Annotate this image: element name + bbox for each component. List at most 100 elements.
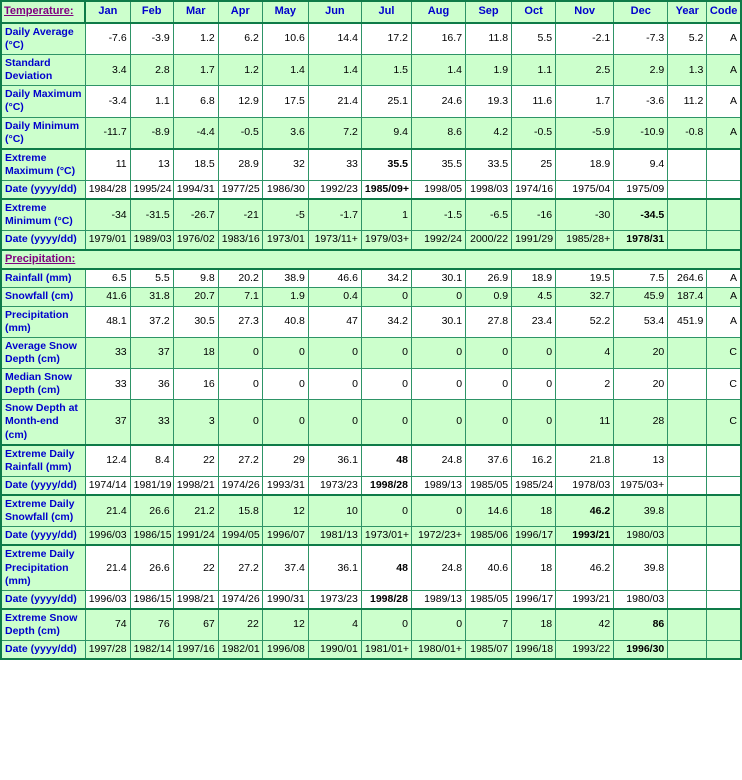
value-cell: 1990/31 <box>261 589 309 610</box>
value-cell: 20 <box>613 367 669 401</box>
value-cell: 1996/03 <box>84 526 131 546</box>
precipitation-section-link[interactable]: Precipitation: <box>5 252 76 265</box>
temperature-section-link[interactable]: Temperature: <box>4 5 74 17</box>
value-cell: 1982/01 <box>217 640 263 660</box>
value-cell: -0.5 <box>511 116 557 150</box>
value-cell: 19.5 <box>555 268 615 289</box>
value-cell: 1991/29 <box>511 230 557 250</box>
value-cell: 1974/26 <box>217 589 263 610</box>
value-cell: 1 <box>360 198 412 232</box>
value-cell: 1.5 <box>360 53 412 87</box>
value-cell: -34.5 <box>613 198 669 232</box>
value-cell: 0 <box>307 367 362 401</box>
year-cell <box>667 367 708 401</box>
table-row: Median Snow Depth (cm) 33 36 16 0 0 0 0 0 0 0 2 20 C <box>0 367 742 401</box>
value-cell: 0 <box>410 287 467 307</box>
value-cell: 67 <box>172 607 219 642</box>
value-cell: -1.5 <box>410 198 467 232</box>
value-cell: -7.3 <box>613 22 669 55</box>
value-cell: 1.7 <box>555 85 615 118</box>
value-cell: 9.8 <box>172 268 219 289</box>
month-header-oct: Oct <box>511 0 557 24</box>
value-cell: 0 <box>261 367 309 401</box>
row-label: Snow Depth at Month-end (cm) <box>0 399 86 446</box>
value-cell: 22 <box>172 544 219 591</box>
row-label: Date (yyyy/dd) <box>0 640 86 660</box>
table-row: Date (yyyy/dd) 1984/28 1995/24 1994/31 1977/… <box>0 180 742 200</box>
value-cell: 1996/03 <box>84 589 131 610</box>
value-cell: 1989/13 <box>410 475 467 496</box>
value-cell: 13 <box>129 147 174 181</box>
value-cell: 30.5 <box>172 305 219 338</box>
header-row: Temperature: Jan Feb Mar Apr May Jun Jul Aug Sep… <box>0 0 742 24</box>
month-header-jan: Jan <box>84 0 131 24</box>
value-cell: 33 <box>129 399 174 446</box>
year-header: Year <box>667 0 708 24</box>
value-cell: -5 <box>261 198 309 232</box>
code-cell <box>706 180 742 200</box>
value-cell: 1982/14 <box>129 640 174 660</box>
code-cell <box>706 640 742 660</box>
value-cell: 4 <box>307 607 362 642</box>
table-row: Extreme Minimum (°C) -34 -31.5 -26.7 -21 -5 -1… <box>0 198 742 232</box>
value-cell: -30 <box>555 198 615 232</box>
value-cell: 18.5 <box>172 147 219 181</box>
table-body: Daily Average (°C) -7.6 -3.9 1.2 6.2 10.6 14.4… <box>0 22 742 660</box>
row-label: Median Snow Depth (cm) <box>0 367 86 401</box>
value-cell: 1993/31 <box>261 475 309 496</box>
value-cell: 0 <box>261 336 309 370</box>
table-row: Date (yyyy/dd) 1997/28 1982/14 1997/16 1982/… <box>0 640 742 660</box>
value-cell: 1995/24 <box>129 180 174 200</box>
value-cell: 1994/31 <box>172 180 219 200</box>
value-cell: 36 <box>129 367 174 401</box>
value-cell: 2.5 <box>555 53 615 87</box>
month-header-sep: Sep <box>465 0 513 24</box>
value-cell: 1983/16 <box>217 230 263 250</box>
value-cell: 17.5 <box>261 85 309 118</box>
value-cell: 37 <box>84 399 131 446</box>
value-cell: 0.4 <box>307 287 362 307</box>
row-label: Average Snow Depth (cm) <box>0 336 86 370</box>
table-row: Daily Minimum (°C) -11.7 -8.9 -4.4 -0.5 3.6 7.… <box>0 116 742 150</box>
value-cell: 10 <box>307 494 362 528</box>
value-cell: 18 <box>511 607 557 642</box>
value-cell: 0 <box>360 287 412 307</box>
code-cell: A <box>706 116 742 150</box>
value-cell: 27.2 <box>217 443 263 477</box>
value-cell: 23.4 <box>511 305 557 338</box>
value-cell: -16 <box>511 198 557 232</box>
value-cell: 40.8 <box>261 305 309 338</box>
value-cell: 0 <box>217 399 263 446</box>
value-cell: 7.1 <box>217 287 263 307</box>
row-label: Date (yyyy/dd) <box>0 230 86 250</box>
value-cell: 1985/07 <box>465 640 513 660</box>
value-cell: 7 <box>465 607 513 642</box>
year-cell <box>667 230 708 250</box>
value-cell: 1985/06 <box>465 526 513 546</box>
value-cell: 14.6 <box>465 494 513 528</box>
value-cell: 0 <box>360 336 412 370</box>
value-cell: 1998/21 <box>172 475 219 496</box>
row-label: Rainfall (mm) <box>0 268 86 289</box>
row-label: Extreme Maximum (°C) <box>0 147 86 181</box>
value-cell: -11.7 <box>84 116 131 150</box>
month-header-jul: Jul <box>360 0 412 24</box>
value-cell: 48 <box>360 544 412 591</box>
value-cell: 6.5 <box>84 268 131 289</box>
year-cell <box>667 180 708 200</box>
table-row: Precipitation (mm) 48.1 37.2 30.5 27.3 40.8 47… <box>0 305 742 338</box>
year-cell <box>667 526 708 546</box>
value-cell: 0 <box>360 494 412 528</box>
value-cell: 1973/01+ <box>360 526 412 546</box>
value-cell: 18.9 <box>555 147 615 181</box>
value-cell: 1973/01 <box>261 230 309 250</box>
value-cell: 1978/03 <box>555 475 615 496</box>
value-cell: 1989/03 <box>129 230 174 250</box>
table-row: Average Snow Depth (cm) 33 37 18 0 0 0 0 0 0 0 4 20 C <box>0 336 742 370</box>
value-cell: 15.8 <box>217 494 263 528</box>
code-cell <box>706 494 742 528</box>
year-cell: 451.9 <box>667 305 708 338</box>
value-cell: 1996/17 <box>511 589 557 610</box>
value-cell: 1993/22 <box>555 640 615 660</box>
code-cell: A <box>706 85 742 118</box>
